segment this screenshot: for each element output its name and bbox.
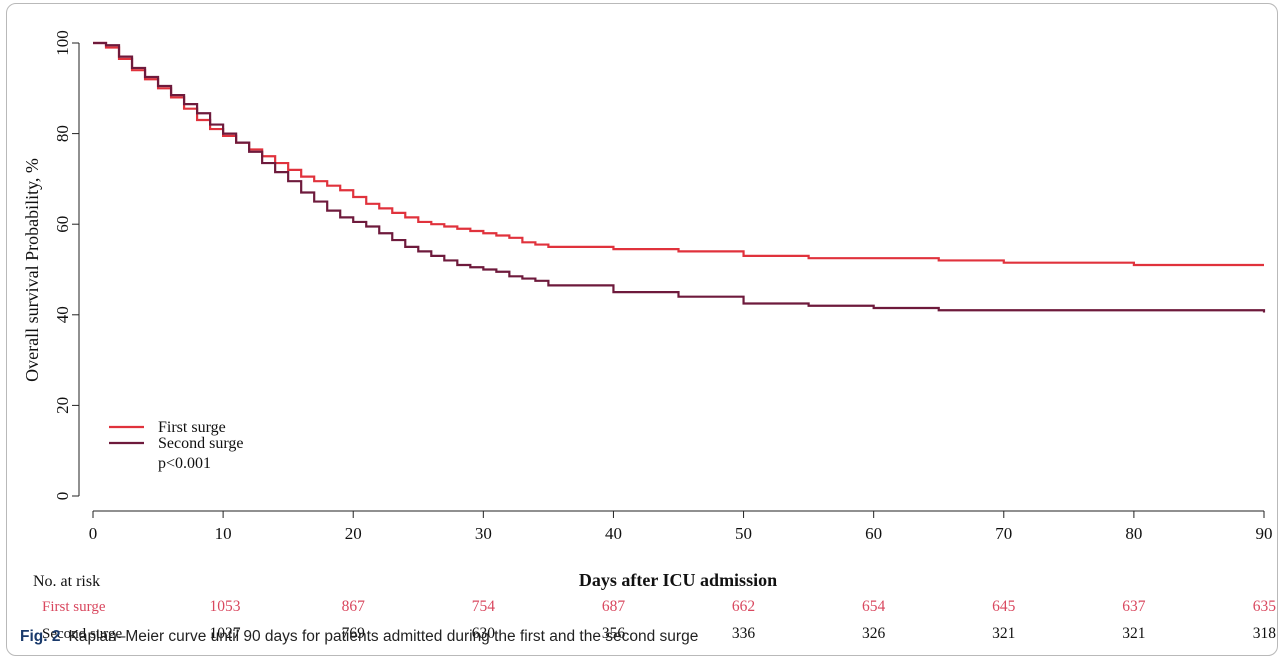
y-tick-label: 40 [53, 306, 72, 323]
risk-value: 769 [342, 625, 366, 642]
x-tick-label: 10 [215, 524, 232, 543]
risk-value: 662 [732, 598, 755, 615]
risk-value: 1053 [210, 598, 241, 615]
risk-value: 1027 [210, 625, 241, 642]
y-tick-label: 80 [53, 125, 72, 142]
x-tick-label: 0 [89, 524, 98, 543]
risk-value: 318 [1253, 625, 1277, 642]
risk-value: 637 [1122, 598, 1146, 615]
x-tick-label: 30 [475, 524, 492, 543]
y-tick-label: 60 [53, 216, 72, 233]
risk-value: 635 [1253, 598, 1277, 615]
y-tick-label: 20 [53, 397, 72, 414]
x-tick-label: 90 [1256, 524, 1273, 543]
risk-value: 356 [602, 625, 626, 642]
risk-value: 630 [472, 625, 496, 642]
caption-text: Kaplan–Meier curve until 90 days for pat… [68, 628, 699, 645]
y-axis-title: Overall survival Probability, % [22, 158, 42, 382]
risk-value: 687 [602, 598, 626, 615]
x-tick-label: 80 [1125, 524, 1142, 543]
series-line-first-surge [93, 41, 1264, 267]
risk-row-label: First surge [42, 599, 106, 615]
p-value-annotation: p<0.001 [158, 455, 211, 472]
x-tick-label: 20 [345, 524, 362, 543]
x-tick-label: 40 [605, 524, 622, 543]
series-line-second-surge [93, 41, 1266, 313]
x-tick-label: 70 [995, 524, 1012, 543]
risk-value: 326 [862, 625, 886, 642]
risk-value: 645 [992, 598, 1016, 615]
risk-value: 321 [992, 625, 1015, 642]
y-tick-label: 100 [53, 30, 72, 56]
y-tick-label: 0 [53, 492, 72, 501]
x-tick-label: 60 [865, 524, 882, 543]
figure-caption: Fig. 2 Kaplan–Meier curve until 90 days f… [20, 628, 698, 646]
risk-value: 754 [472, 598, 496, 615]
legend-label: Second surge [158, 435, 243, 452]
risk-table-title: No. at risk [33, 573, 100, 590]
risk-value: 336 [732, 625, 756, 642]
x-axis-title: Days after ICU admission [579, 570, 777, 590]
risk-value: 867 [342, 598, 366, 615]
legend-label: First surge [158, 419, 226, 436]
x-tick-label: 50 [735, 524, 752, 543]
figure-frame [6, 3, 1278, 656]
risk-value: 321 [1122, 625, 1145, 642]
risk-row-label: Second surge [42, 626, 122, 642]
caption-label: Fig. 2 [20, 628, 61, 645]
risk-value: 654 [862, 598, 886, 615]
